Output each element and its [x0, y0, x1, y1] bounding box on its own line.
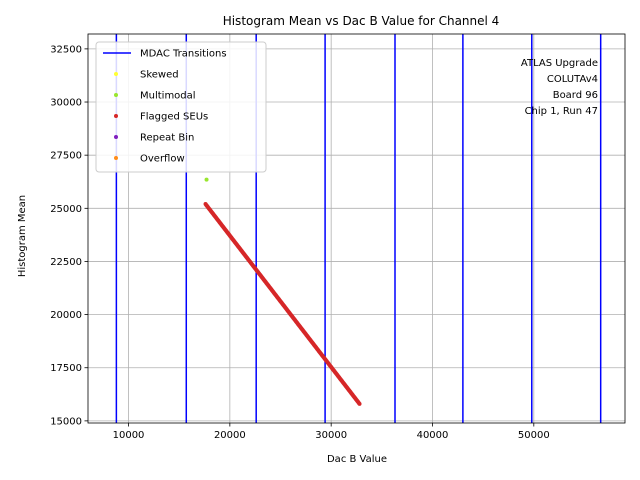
- plot-area-frame: [87, 33, 626, 424]
- chart-title: Histogram Mean vs Dac B Value for Channe…: [223, 14, 500, 28]
- x-axis-ticks: 10000 20000 30000 40000 50000: [113, 423, 550, 441]
- y-tick-label: 15000: [50, 416, 82, 427]
- legend-box: [95, 41, 267, 173]
- legend-dot-swatch: [114, 93, 118, 97]
- legend-label: Multimodal: [140, 91, 196, 102]
- annotation-line-2: COLUTAv4: [547, 74, 598, 85]
- y-tick-label: 20000: [50, 310, 82, 321]
- data-point: [357, 401, 362, 406]
- annotation-line-4: Chip 1, Run 47: [525, 106, 598, 117]
- data-point: [204, 177, 209, 182]
- annotation-block: ATLAS Upgrade COLUTAv4 Board 96 Chip 1, …: [521, 58, 598, 117]
- legend-dot-swatch: [114, 114, 118, 118]
- x-tick-label: 20000: [214, 430, 246, 441]
- x-tick-label: 30000: [315, 430, 347, 441]
- y-tick-label: 25000: [50, 204, 82, 215]
- y-tick-label: 17500: [50, 363, 82, 374]
- legend: MDAC Transitions Skewed Multimodal Flagged …: [95, 41, 267, 173]
- x-axis-label: Dac B Value: [327, 454, 387, 465]
- x-tick-label: 10000: [113, 430, 145, 441]
- legend-dot-swatch: [114, 72, 118, 76]
- legend-dot-swatch: [114, 135, 118, 139]
- legend-dot-swatch: [114, 156, 118, 160]
- y-tick-label: 30000: [50, 98, 82, 109]
- x-tick-label: 40000: [417, 430, 449, 441]
- y-tick-label: 22500: [50, 257, 82, 268]
- legend-label: Skewed: [140, 70, 179, 81]
- x-tick-label: 50000: [518, 430, 550, 441]
- data-points: [203, 177, 362, 406]
- y-tick-label: 27500: [50, 151, 82, 162]
- y-axis-ticks: 15000 17500 20000 22500 25000 27500 30000 32500: [50, 44, 88, 427]
- legend-label: MDAC Transitions: [140, 49, 227, 60]
- legend-label: Overflow: [140, 154, 185, 165]
- legend-label: Repeat Bin: [140, 133, 194, 144]
- y-tick-label: 32500: [50, 44, 82, 55]
- annotation-line-1: ATLAS Upgrade: [521, 58, 598, 69]
- legend-label: Flagged SEUs: [140, 112, 208, 123]
- annotation-line-3: Board 96: [553, 90, 598, 101]
- y-axis-label: Histogram Mean: [17, 195, 28, 277]
